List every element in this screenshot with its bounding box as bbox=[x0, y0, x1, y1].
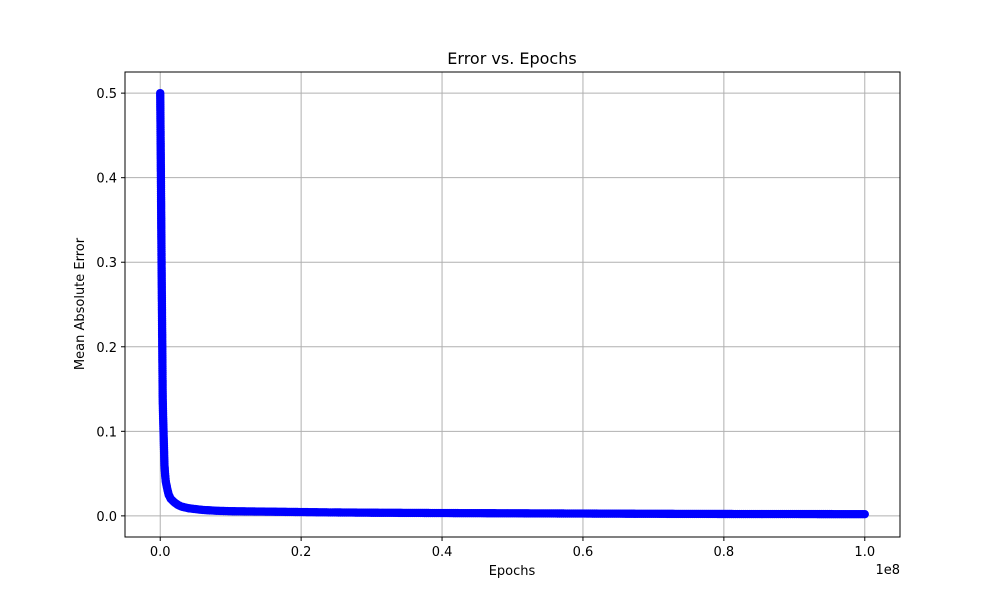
y-tick-label: 0.4 bbox=[96, 172, 117, 187]
y-tick-label: 0.3 bbox=[96, 256, 117, 271]
ticks: 0.0 0.2 0.4 0.6 0.8 1.0 0.0 0.1 0.2 0.3 0.4 0.5 bbox=[96, 87, 875, 560]
x-tick-label: 0.8 bbox=[714, 545, 735, 560]
x-tick-label: 0.6 bbox=[573, 545, 594, 560]
y-tick-label: 0.0 bbox=[96, 510, 117, 525]
x-tick-label: 0.2 bbox=[291, 545, 312, 560]
x-tick-label: 0.0 bbox=[150, 545, 171, 560]
chart-title: Error vs. Epochs bbox=[447, 49, 576, 68]
x-tick-label: 1.0 bbox=[854, 545, 875, 560]
data-point bbox=[860, 509, 869, 519]
x-tick-label: 0.4 bbox=[432, 545, 453, 560]
y-tick-label: 0.1 bbox=[96, 425, 117, 440]
y-tick-label: 0.5 bbox=[96, 87, 117, 102]
x-axis-offset-label: 1e8 bbox=[875, 563, 900, 578]
axes-frame bbox=[124, 71, 901, 538]
y-axis-label: Mean Absolute Error bbox=[73, 237, 88, 370]
x-axis-label: Epochs bbox=[489, 564, 536, 579]
plot-area bbox=[156, 88, 869, 519]
y-tick-label: 0.2 bbox=[96, 341, 117, 356]
